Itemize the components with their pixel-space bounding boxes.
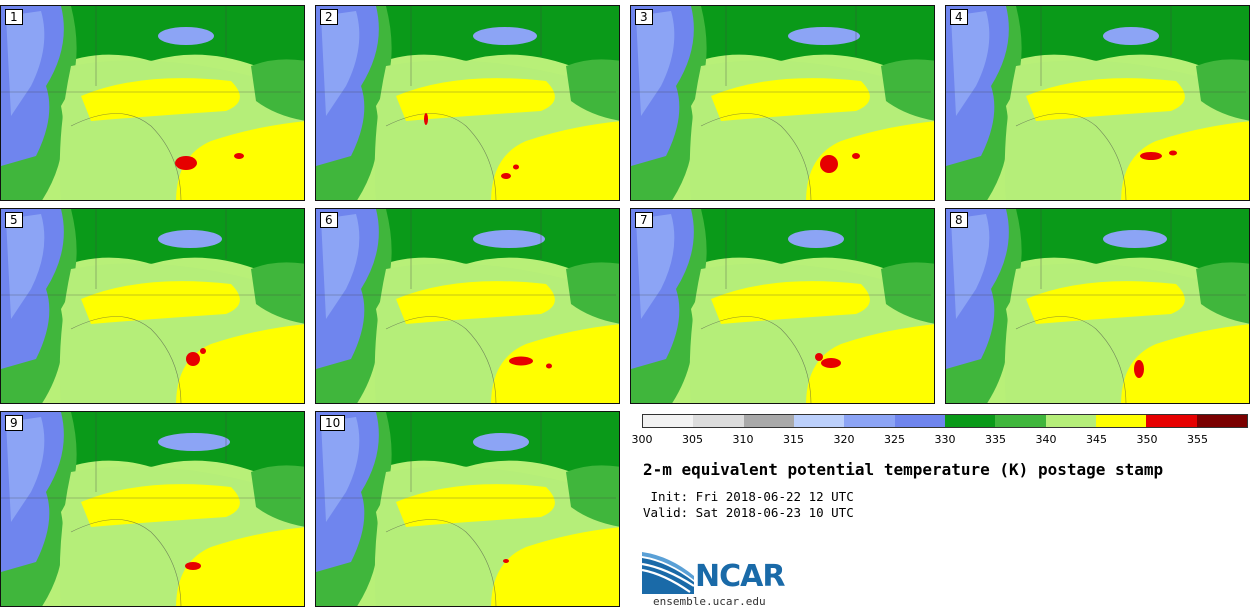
colorbar-tick: 305	[682, 433, 703, 446]
map-field	[316, 209, 619, 403]
colorbar-tick: 315	[783, 433, 804, 446]
map-field	[316, 6, 619, 200]
member-number: 8	[950, 212, 968, 228]
colorbar-bin-3	[793, 415, 845, 427]
colorbar-bin-11	[1196, 415, 1247, 427]
colorbar-bin-9	[1095, 415, 1147, 427]
member-panel-3: 3	[630, 5, 935, 201]
colorbar-bin-2	[743, 415, 794, 427]
valid-time: Valid: Sat 2018-06-23 10 UTC	[643, 505, 854, 520]
colorbar	[642, 414, 1248, 428]
member-number: 6	[320, 212, 338, 228]
member-panel-10: 10	[315, 411, 620, 607]
map-field	[631, 209, 934, 403]
member-panel-7: 7	[630, 208, 935, 404]
member-panel-1: 1	[0, 5, 305, 201]
member-number: 2	[320, 9, 338, 25]
colorbar-tick: 335	[985, 433, 1006, 446]
colorbar-tick: 310	[732, 433, 754, 446]
colorbar-bin-6	[944, 415, 996, 427]
colorbar-bin-7	[995, 415, 1046, 427]
member-number: 4	[950, 9, 968, 25]
colorbar-bin-1	[693, 415, 744, 427]
colorbar-bin-0	[643, 415, 694, 427]
member-panel-9: 9	[0, 411, 305, 607]
colorbar-tick: 330	[934, 433, 956, 446]
map-field	[1, 6, 304, 200]
figure-title: 2-m equivalent potential temperature (K)…	[643, 460, 1164, 479]
member-panel-5: 5	[0, 208, 305, 404]
member-number: 3	[635, 9, 653, 25]
map-field	[1, 412, 304, 606]
member-number: 7	[635, 212, 653, 228]
colorbar-bin-10	[1146, 415, 1197, 427]
ncar-logo-text: NCAR	[695, 559, 785, 594]
member-panel-4: 4	[945, 5, 1250, 201]
colorbar-bin-8	[1045, 415, 1096, 427]
member-number: 10	[320, 415, 346, 431]
colorbar-tick: 300	[631, 433, 653, 446]
colorbar-tick: 355	[1187, 433, 1208, 446]
colorbar-tick: 325	[884, 433, 905, 446]
member-number: 5	[5, 212, 23, 228]
member-panel-6: 6	[315, 208, 620, 404]
ncar-logo-icon	[642, 552, 694, 594]
map-field	[631, 6, 934, 200]
colorbar-tick: 345	[1086, 433, 1107, 446]
member-number: 9	[5, 415, 23, 431]
site-url: ensemble.ucar.edu	[653, 595, 766, 608]
map-field	[946, 6, 1249, 200]
member-number: 1	[5, 9, 23, 25]
init-time: Init: Fri 2018-06-22 12 UTC	[643, 489, 854, 504]
colorbar-tick: 350	[1136, 433, 1158, 446]
map-field	[1, 209, 304, 403]
colorbar-tick: 340	[1035, 433, 1057, 446]
map-field	[946, 209, 1249, 403]
map-field	[316, 412, 619, 606]
colorbar-bin-4	[844, 415, 895, 427]
member-panel-2: 2	[315, 5, 620, 201]
member-panel-8: 8	[945, 208, 1250, 404]
colorbar-bin-5	[894, 415, 945, 427]
colorbar-tick: 320	[833, 433, 855, 446]
